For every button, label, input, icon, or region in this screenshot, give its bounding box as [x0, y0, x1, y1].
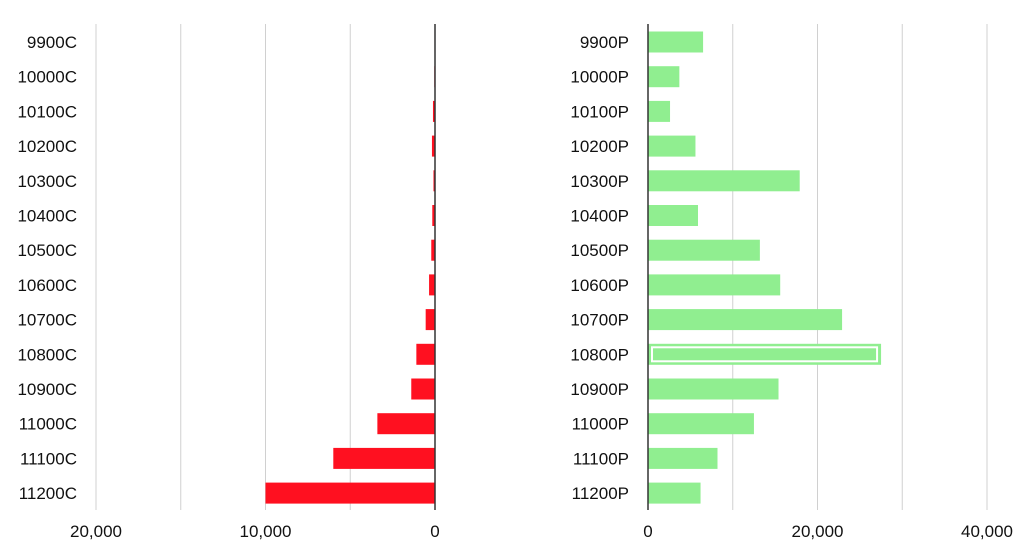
puts-category-label: 10200P	[570, 137, 629, 156]
puts-tick-label: 40,000	[961, 522, 1013, 541]
calls-tick-label: 20,000	[70, 522, 122, 541]
puts-category-label: 10100P	[570, 102, 629, 121]
calls-panel: 9900C 10000C 10100C 10200C 10300C 10400C 10500…	[17, 24, 440, 541]
calls-bar-10700C[interactable]	[425, 309, 435, 331]
calls-bar-10100C[interactable]	[432, 100, 435, 122]
puts-bar-10500P[interactable]	[648, 239, 760, 261]
puts-category-label: 9900P	[580, 33, 629, 52]
puts-bar-10700P[interactable]	[648, 309, 843, 331]
puts-category-label: 10400P	[570, 207, 629, 226]
puts-bar-9900P[interactable]	[648, 31, 704, 53]
puts-panel: 9900P 10000P 10100P 10200P 10300P 10400P 10500…	[570, 24, 1013, 541]
puts-category-label: 10700P	[570, 311, 629, 330]
calls-category-label: 9900C	[27, 33, 77, 52]
calls-category-label: 10900C	[17, 380, 77, 399]
puts-category-label: 10000P	[570, 68, 629, 87]
puts-category-label: 10600P	[570, 276, 629, 295]
puts-bar-11000P[interactable]	[648, 413, 754, 435]
puts-bar-10100P[interactable]	[648, 100, 671, 122]
calls-bar-10400C[interactable]	[432, 205, 435, 226]
puts-bar-10400P[interactable]	[648, 205, 699, 226]
puts-bar-10800P[interactable]	[648, 343, 882, 365]
calls-bar-10800C[interactable]	[416, 343, 435, 365]
calls-category-label: 10000C	[17, 68, 77, 87]
calls-bar-10900C[interactable]	[411, 378, 435, 400]
puts-bar-10900P[interactable]	[648, 378, 779, 400]
puts-category-label: 10800P	[570, 345, 629, 364]
puts-category-label: 11000P	[572, 415, 629, 434]
calls-tick-label: 10,000	[240, 522, 292, 541]
calls-category-label: 10100C	[17, 102, 77, 121]
calls-bar-11100C[interactable]	[333, 447, 435, 469]
calls-category-label: 11200C	[19, 484, 77, 503]
puts-bar-10200P[interactable]	[648, 135, 696, 157]
calls-category-label: 11100C	[20, 449, 77, 468]
puts-category-label: 10900P	[570, 380, 629, 399]
calls-tick-label: 0	[430, 522, 439, 541]
calls-category-label: 10200C	[17, 137, 77, 156]
calls-category-label: 11000C	[19, 415, 77, 434]
calls-category-label: 10400C	[17, 207, 77, 226]
puts-tick-label: 0	[643, 522, 652, 541]
calls-bar-11000C[interactable]	[377, 413, 435, 435]
puts-category-label: 10300P	[570, 172, 629, 191]
calls-category-label: 10500C	[17, 241, 77, 260]
puts-category-label: 10500P	[570, 241, 629, 260]
puts-category-label: 11100P	[573, 449, 629, 468]
puts-bar-11200P[interactable]	[648, 482, 701, 504]
calls-bar-10500C[interactable]	[431, 239, 435, 261]
calls-bar-10600C[interactable]	[429, 274, 435, 296]
puts-category-label: 11200P	[572, 484, 629, 503]
calls-bar-10300C[interactable]	[433, 170, 435, 192]
calls-category-label: 10300C	[17, 172, 77, 191]
calls-bar-11200C[interactable]	[265, 482, 436, 504]
puts-bar-10600P[interactable]	[648, 274, 781, 296]
calls-bar-10200C[interactable]	[431, 135, 435, 157]
calls-category-label: 10800C	[17, 345, 77, 364]
calls-category-label: 10600C	[17, 276, 77, 295]
puts-tick-label: 20,000	[792, 522, 844, 541]
calls-category-label: 10700C	[17, 311, 77, 330]
puts-bar-10300P[interactable]	[648, 170, 800, 192]
highlight-outline	[651, 346, 879, 363]
puts-bar-10000P[interactable]	[648, 66, 680, 88]
puts-bar-11100P[interactable]	[648, 447, 718, 469]
